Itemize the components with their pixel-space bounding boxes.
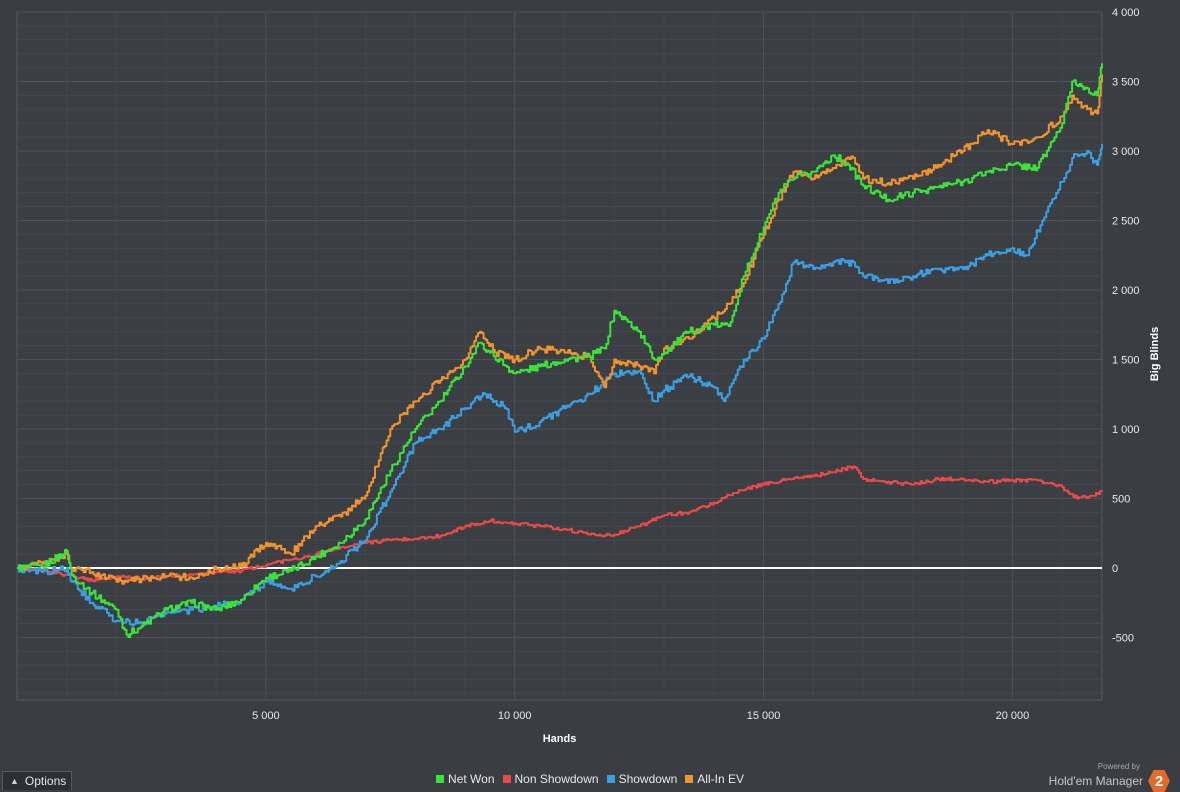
series-line-all-in-ev [17, 74, 1103, 585]
legend-item[interactable]: Showdown [606, 772, 678, 786]
x-tick-label: 5 000 [252, 710, 280, 722]
chevron-up-icon: ▲ [10, 776, 19, 786]
legend: Net Won Non Showdown Showdown All-In EV [0, 772, 1180, 786]
legend-label: Non Showdown [514, 772, 599, 786]
y-tick-label: 500 [1112, 493, 1130, 505]
hem2-logo-icon: 2 [1148, 770, 1170, 792]
y-tick-label: 2 500 [1112, 215, 1140, 227]
y-tick-label: 4 000 [1112, 7, 1140, 19]
y-tick-label: 3 000 [1112, 146, 1140, 158]
y-tick-label: 0 [1112, 563, 1118, 575]
product-name: Hold'em Manager [1048, 774, 1143, 788]
legend-label: All-In EV [697, 772, 744, 786]
options-label: Options [24, 774, 67, 788]
y-tick-label: 2 000 [1112, 285, 1140, 297]
legend-label: Showdown [618, 772, 678, 786]
series-line-net-won [17, 63, 1103, 639]
options-button[interactable]: ▲ Options [2, 771, 72, 790]
x-axis-ticks: 5 000 10 000 15 000 20 000 [252, 710, 1029, 722]
major-gridlines [17, 11, 1102, 700]
legend-swatch [502, 775, 511, 783]
powered-by-label: Powered by [1097, 762, 1140, 771]
y-tick-label: 1 000 [1112, 424, 1140, 436]
y-tick-label: 1 500 [1112, 354, 1140, 366]
legend-swatch [606, 775, 615, 783]
legend-item[interactable]: Net Won [436, 772, 495, 786]
y-axis-title: Big Blinds [1149, 327, 1161, 381]
legend-item[interactable]: Non Showdown [502, 772, 599, 786]
minor-gridlines [17, 12, 1102, 700]
plot-area [16, 11, 1103, 701]
x-tick-label: 10 000 [498, 710, 532, 722]
x-axis-title: Hands [543, 733, 577, 745]
legend-item[interactable]: All-In EV [685, 772, 744, 786]
series-layer [17, 63, 1103, 639]
y-tick-label: 3 500 [1112, 76, 1140, 88]
y-tick-label: -500 [1112, 632, 1134, 644]
branding: Powered by Hold'em Manager 2 [1049, 762, 1170, 792]
y-axis-ticks: -500 0 500 1 000 1 500 2 000 2 500 3 000 3 500 4 … [1112, 7, 1140, 644]
x-tick-label: 20 000 [996, 710, 1030, 722]
legend-label: Net Won [448, 772, 495, 786]
legend-swatch [685, 775, 694, 783]
x-tick-label: 15 000 [747, 710, 781, 722]
legend-swatch [436, 775, 445, 783]
